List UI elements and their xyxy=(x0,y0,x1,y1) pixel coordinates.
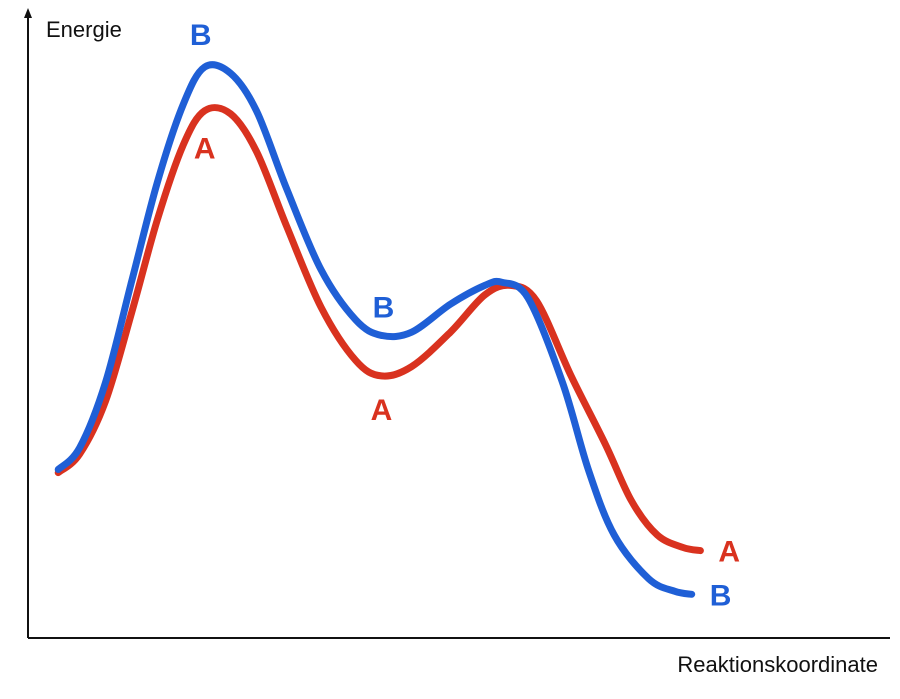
series-line-a xyxy=(54,104,704,555)
curve-label-a-end-right: A xyxy=(718,536,740,569)
curve-label-a-peak-bottom: A xyxy=(194,133,216,166)
x-axis-label: Reaktionskoordinate xyxy=(677,652,878,677)
series-layer xyxy=(54,61,704,598)
curve-label-a-valley-bottom: A xyxy=(371,394,393,427)
series-line-b xyxy=(54,61,696,598)
curve-label-b-valley-top: B xyxy=(373,291,395,324)
y-axis-label: Energie xyxy=(46,17,122,42)
y-axis-arrow-icon xyxy=(24,8,32,18)
curve-label-b-end-right: B xyxy=(710,579,732,612)
axes: Energie Reaktionskoordinate xyxy=(24,8,890,677)
curve-label-b-peak-top: B xyxy=(190,19,212,52)
